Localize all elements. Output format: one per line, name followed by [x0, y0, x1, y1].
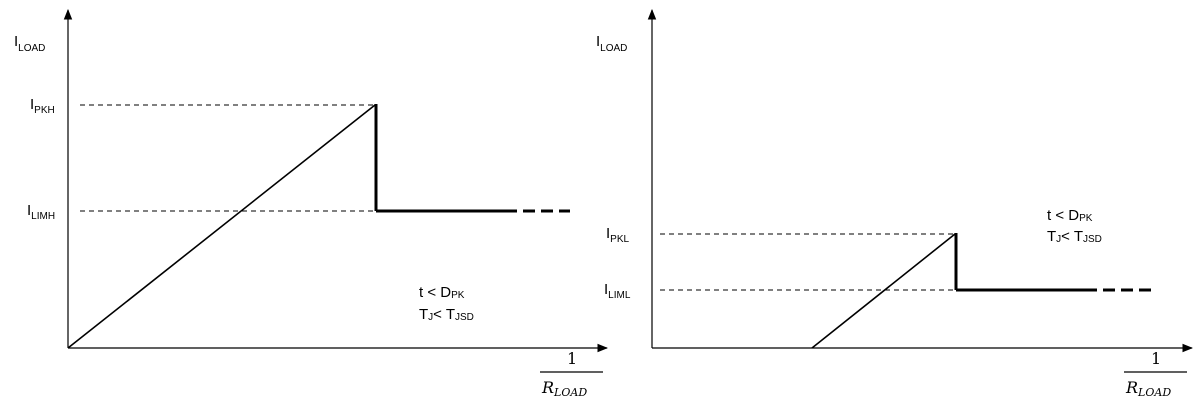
left-x-axis-denominator: RLOAD — [541, 378, 587, 399]
right-panel: ILOAD IPKL ILIML t < DPK TJ< TJSD 1 RLOA… — [596, 8, 1194, 399]
right-y-axis-label: ILOAD — [596, 33, 627, 54]
right-ramp-line — [811, 233, 956, 349]
left-ramp-line — [67, 104, 376, 349]
left-x-axis-numerator: 1 — [567, 349, 577, 368]
right-x-axis-denominator: RLOAD — [1125, 378, 1171, 399]
left-y-axis-label: ILOAD — [14, 33, 45, 54]
left-panel: ILOAD IPKH ILIMH t < DPK TJ< TJSD 1 RLOA… — [14, 8, 609, 399]
left-peak-label: IPKH — [30, 96, 55, 116]
left-note-time: t < DPK — [419, 284, 465, 301]
right-note-time: t < DPK — [1047, 207, 1093, 224]
left-note-temp: TJ< TJSD — [419, 306, 474, 323]
right-x-axis-numerator: 1 — [1151, 349, 1161, 368]
left-limit-label: ILIMH — [27, 202, 55, 222]
right-note-temp: TJ< TJSD — [1047, 228, 1102, 245]
right-limit-label: ILIML — [604, 281, 631, 301]
right-peak-label: IPKL — [606, 225, 630, 245]
